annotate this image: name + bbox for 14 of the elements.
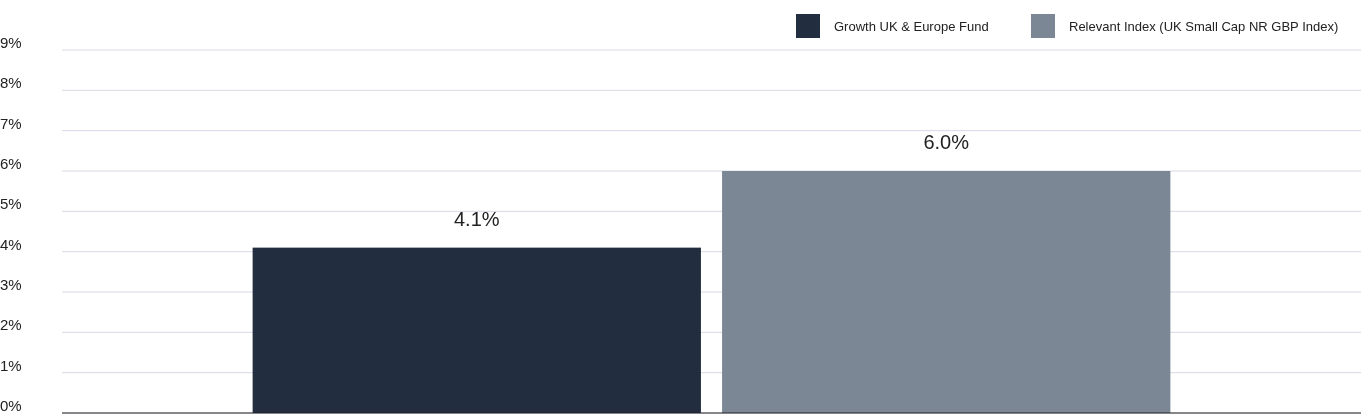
legend-label: Relevant Index (UK Small Cap NR GBP Index): [1069, 19, 1339, 34]
y-tick-label: 0%: [0, 397, 22, 414]
y-tick-label: 3%: [0, 276, 22, 293]
y-tick-label: 7%: [0, 114, 22, 132]
y-tick-label: 4%: [0, 235, 22, 253]
y-tick-label: 1%: [0, 356, 22, 374]
y-tick-label: 9%: [0, 34, 22, 51]
y-tick-label: 5%: [0, 195, 22, 213]
y-tick-label: 2%: [0, 316, 22, 334]
legend-label: Growth UK & Europe Fund: [834, 19, 989, 34]
data-label: 4.1%: [453, 207, 500, 230]
y-tick-label: 6%: [0, 155, 22, 172]
data-label: 6.0%: [923, 131, 970, 153]
y-tick-label: 8%: [0, 74, 22, 92]
